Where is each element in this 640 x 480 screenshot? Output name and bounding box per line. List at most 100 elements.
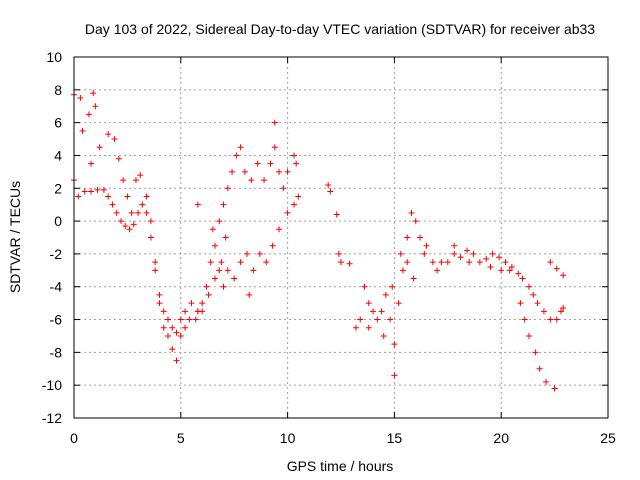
data-point <box>335 250 342 257</box>
data-point <box>508 264 515 271</box>
data-point <box>88 188 95 195</box>
data-point <box>530 291 537 298</box>
data-point <box>160 308 167 315</box>
data-point <box>271 144 278 151</box>
data-point <box>156 300 163 307</box>
data-point <box>169 346 176 353</box>
data-point <box>423 242 430 249</box>
data-point <box>143 193 150 200</box>
data-point <box>352 324 359 331</box>
data-point <box>333 211 340 218</box>
data-point <box>553 265 560 272</box>
data-point <box>130 221 137 228</box>
data-point <box>92 103 99 110</box>
data-point <box>137 172 144 179</box>
data-point <box>126 226 133 233</box>
data-point <box>346 260 353 267</box>
y-tick-label: 8 <box>54 82 62 98</box>
data-point <box>382 291 389 298</box>
y-tick-labels: -12 -10 -8 -6 -4 -2 0 2 4 6 8 10 <box>42 49 62 426</box>
data-point <box>276 226 283 233</box>
data-point <box>77 95 84 102</box>
data-point <box>517 300 524 307</box>
data-point <box>370 308 377 315</box>
data-point <box>327 188 334 195</box>
y-tick-label: -8 <box>50 344 63 360</box>
data-point <box>194 308 201 315</box>
data-point <box>389 283 396 290</box>
data-point <box>220 201 227 208</box>
y-tick-label: -4 <box>50 279 63 295</box>
data-point <box>186 316 193 323</box>
data-point <box>391 372 398 379</box>
data-point <box>173 357 180 364</box>
data-point <box>203 283 210 290</box>
data-point <box>207 259 214 266</box>
data-point <box>250 267 257 274</box>
series-2 <box>325 181 567 392</box>
data-point <box>543 378 550 385</box>
data-point <box>128 209 135 216</box>
data-point <box>378 308 385 315</box>
data-point <box>113 209 120 216</box>
data-point <box>220 283 227 290</box>
data-point <box>96 144 103 151</box>
data-point <box>147 218 154 225</box>
data-point <box>261 177 268 184</box>
data-point <box>88 160 95 167</box>
data-point <box>256 250 263 257</box>
data-point <box>81 188 88 195</box>
data-point <box>122 223 129 230</box>
data-point <box>271 119 278 126</box>
data-point <box>117 218 124 225</box>
data-point <box>519 275 526 282</box>
data-point <box>325 181 332 188</box>
data-point <box>267 160 274 167</box>
data-point <box>464 247 471 254</box>
data-point <box>100 186 107 193</box>
axis-ticks <box>73 56 609 419</box>
data-point <box>502 259 509 266</box>
data-point <box>438 259 445 266</box>
y-tick-label: 0 <box>54 213 62 229</box>
data-point <box>105 131 112 138</box>
data-point <box>205 291 212 298</box>
data-point <box>173 329 180 336</box>
data-point <box>404 259 411 266</box>
data-point <box>276 168 283 175</box>
data-point <box>169 324 176 331</box>
data-point <box>143 209 150 216</box>
data-point <box>139 201 146 208</box>
data-point <box>115 155 122 162</box>
data-point <box>263 259 270 266</box>
x-tick-label: 0 <box>70 430 78 446</box>
data-point <box>246 291 253 298</box>
data-point <box>75 193 82 200</box>
data-point <box>489 250 496 257</box>
data-point <box>408 209 415 216</box>
data-point <box>532 349 539 356</box>
data-point <box>105 193 112 200</box>
data-point <box>434 267 441 274</box>
data-point <box>199 300 206 307</box>
data-point <box>551 385 558 392</box>
data-point <box>374 316 381 323</box>
data-point <box>476 259 483 266</box>
data-point <box>404 234 411 241</box>
data-point <box>451 242 458 249</box>
data-point <box>515 270 522 277</box>
data-point <box>397 250 404 257</box>
data-point <box>536 365 543 372</box>
data-point <box>233 152 240 159</box>
x-tick-labels: 0 5 10 15 20 25 <box>70 430 616 446</box>
data-point <box>560 305 567 312</box>
data-point <box>194 201 201 208</box>
data-point <box>506 267 513 274</box>
x-tick-label: 10 <box>280 430 296 446</box>
data-point <box>365 300 372 307</box>
data-point <box>387 316 394 323</box>
data-point <box>466 259 473 266</box>
plot-frame <box>73 56 609 419</box>
data-point <box>498 267 505 274</box>
y-tick-label: 10 <box>46 49 62 65</box>
